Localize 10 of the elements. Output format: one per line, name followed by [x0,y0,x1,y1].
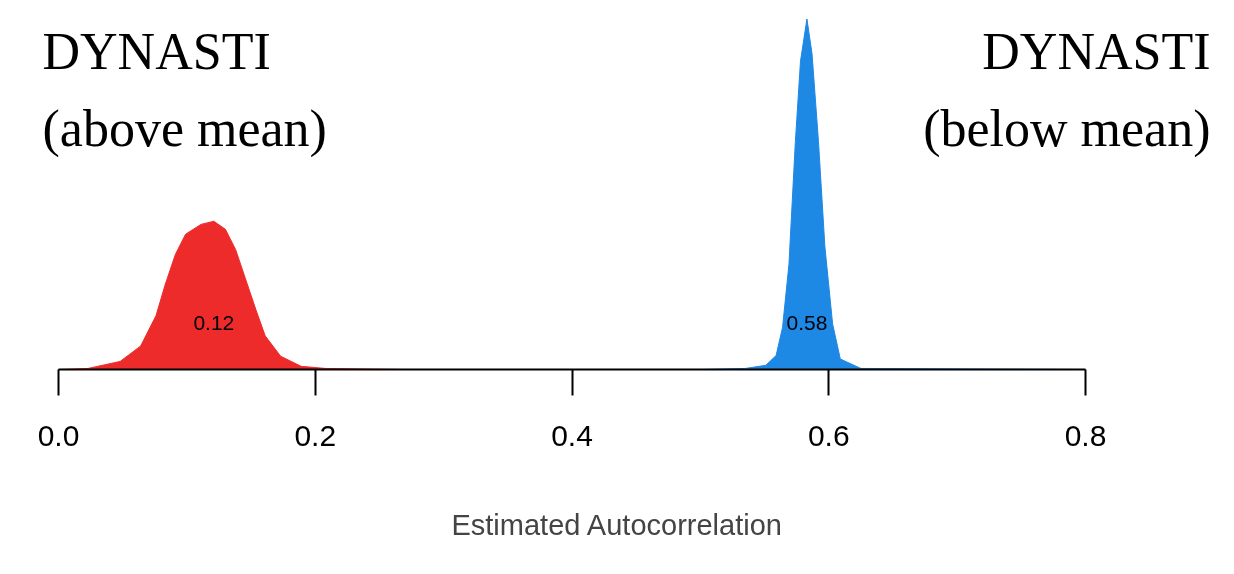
x-tick-label: 0.4 [551,418,593,452]
text: DYNASTI (above mean) [42,22,327,158]
x-tick-label: 0.6 [807,418,850,452]
x-tick-label: 0.8 [1064,418,1107,452]
x-tick-label: 0.0 [37,418,80,452]
x-tick-label: 0.2 [294,418,337,452]
x-axis-title: Estimated Autocorrelation [451,508,782,541]
annotation: 0.58 [786,310,828,334]
series-label: DYNASTI (below mean) [923,22,1211,158]
annotation: 0.12 [193,310,235,334]
